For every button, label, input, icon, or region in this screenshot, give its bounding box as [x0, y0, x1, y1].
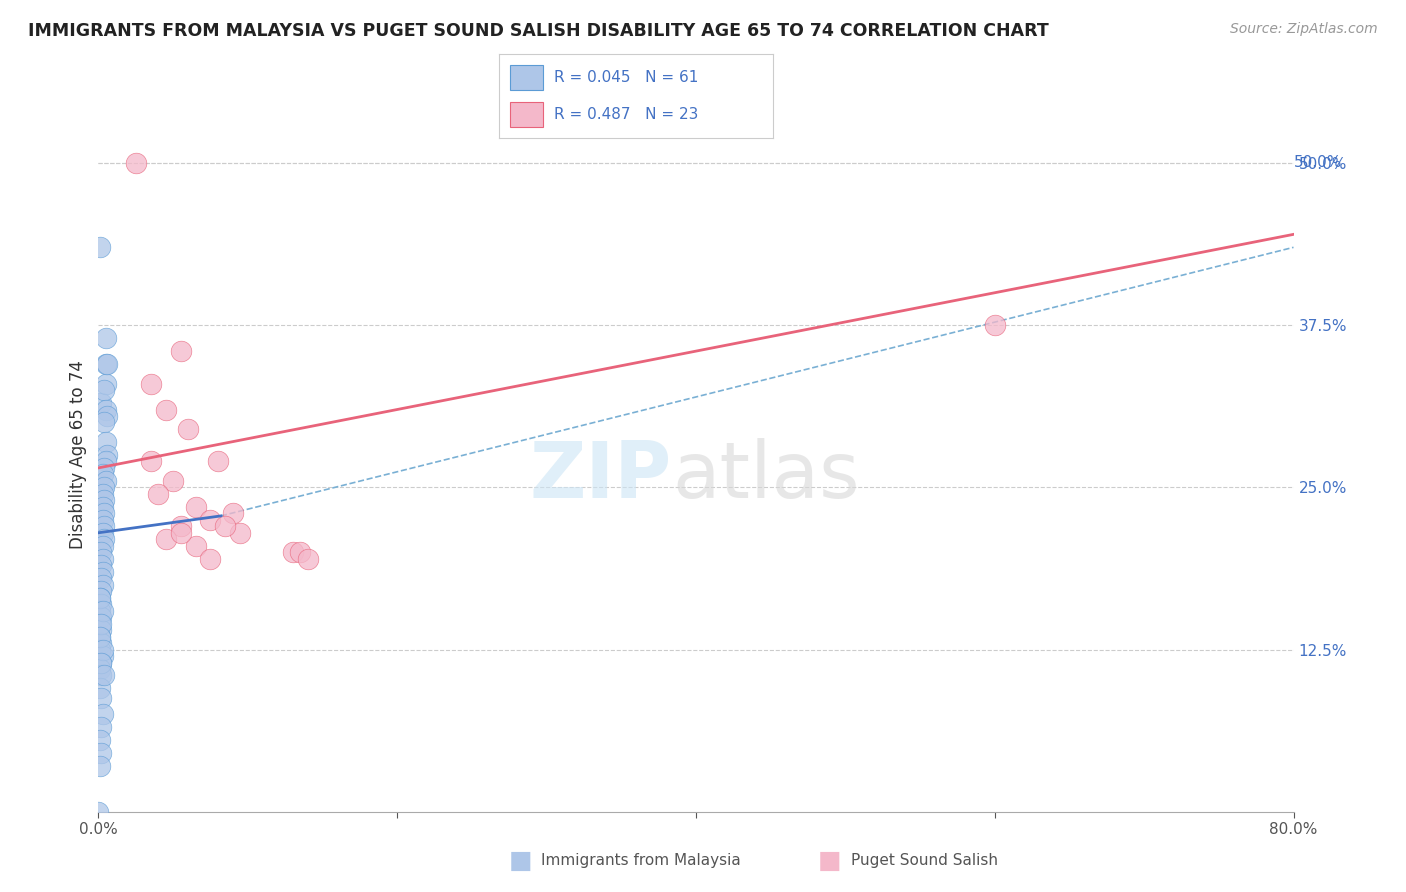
Point — [90, 616, 112, 631]
Point — [91, 500, 114, 514]
Point — [184, 500, 207, 514]
Point — [94, 376, 117, 391]
Point — [91, 577, 114, 591]
Point — [90, 558, 112, 573]
Point — [162, 474, 184, 488]
Point — [288, 545, 311, 559]
Point — [91, 565, 114, 579]
Point — [94, 402, 117, 417]
Point — [90, 690, 112, 705]
Point — [96, 409, 118, 423]
Point — [89, 616, 111, 631]
Point — [94, 331, 117, 345]
Point — [90, 610, 112, 624]
Point — [229, 525, 252, 540]
Text: ZIP: ZIP — [530, 438, 672, 515]
Point — [93, 533, 115, 547]
Point — [91, 467, 114, 482]
Text: 50.0%: 50.0% — [1294, 155, 1341, 170]
Point — [90, 545, 112, 559]
Point — [89, 681, 111, 696]
Point — [169, 525, 191, 540]
Point — [96, 448, 118, 462]
Point — [281, 545, 304, 559]
Point — [90, 584, 112, 599]
Point — [177, 422, 200, 436]
Point — [94, 454, 117, 468]
Point — [297, 551, 319, 566]
Bar — [510, 102, 543, 128]
Point — [184, 539, 207, 553]
Point — [91, 551, 114, 566]
Point — [89, 591, 111, 605]
Point — [139, 376, 162, 391]
Point — [94, 434, 117, 449]
Point — [89, 630, 111, 644]
Point — [207, 454, 229, 468]
Text: R = 0.045   N = 61: R = 0.045 N = 61 — [554, 70, 699, 85]
Point — [91, 513, 114, 527]
Point — [200, 551, 222, 566]
Y-axis label: Disability Age 65 to 74: Disability Age 65 to 74 — [69, 360, 87, 549]
Point — [91, 525, 114, 540]
Text: IMMIGRANTS FROM MALAYSIA VS PUGET SOUND SALISH DISABILITY AGE 65 TO 74 CORRELATI: IMMIGRANTS FROM MALAYSIA VS PUGET SOUND … — [28, 22, 1049, 40]
Point — [984, 318, 1007, 333]
Point — [93, 493, 115, 508]
Point — [90, 747, 112, 761]
Point — [90, 597, 112, 611]
Point — [93, 416, 115, 430]
Text: atlas: atlas — [672, 438, 859, 515]
Text: R = 0.487   N = 23: R = 0.487 N = 23 — [554, 107, 699, 122]
Text: Puget Sound Salish: Puget Sound Salish — [851, 854, 998, 868]
Point — [91, 539, 114, 553]
Point — [90, 571, 112, 585]
Point — [148, 487, 170, 501]
Point — [214, 519, 236, 533]
Text: Source: ZipAtlas.com: Source: ZipAtlas.com — [1230, 22, 1378, 37]
Point — [89, 642, 111, 657]
Text: ■: ■ — [509, 849, 531, 872]
Point — [91, 707, 114, 722]
Point — [91, 487, 114, 501]
Point — [93, 461, 115, 475]
Point — [90, 656, 112, 670]
Point — [125, 156, 148, 170]
Point — [91, 604, 114, 618]
Bar — [510, 64, 543, 90]
Point — [90, 668, 112, 682]
Point — [94, 474, 117, 488]
Point — [89, 662, 111, 676]
Point — [89, 604, 111, 618]
Point — [91, 642, 114, 657]
Point — [139, 454, 162, 468]
Point — [89, 591, 111, 605]
Point — [89, 630, 111, 644]
Point — [89, 759, 111, 773]
Point — [169, 344, 191, 359]
Point — [93, 668, 115, 682]
Point — [93, 506, 115, 520]
Point — [90, 623, 112, 637]
Point — [90, 656, 112, 670]
Point — [93, 480, 115, 494]
Point — [200, 513, 222, 527]
Point — [89, 733, 111, 747]
Point — [96, 357, 118, 371]
Point — [94, 357, 117, 371]
Point — [90, 720, 112, 734]
Point — [90, 636, 112, 650]
Point — [222, 506, 245, 520]
Point — [93, 519, 115, 533]
Point — [87, 805, 110, 819]
Point — [169, 519, 191, 533]
Point — [155, 402, 177, 417]
Text: ■: ■ — [818, 849, 841, 872]
Point — [90, 396, 112, 410]
Point — [93, 383, 115, 397]
Point — [89, 240, 111, 254]
Point — [91, 648, 114, 663]
Text: Immigrants from Malaysia: Immigrants from Malaysia — [541, 854, 741, 868]
Point — [155, 533, 177, 547]
